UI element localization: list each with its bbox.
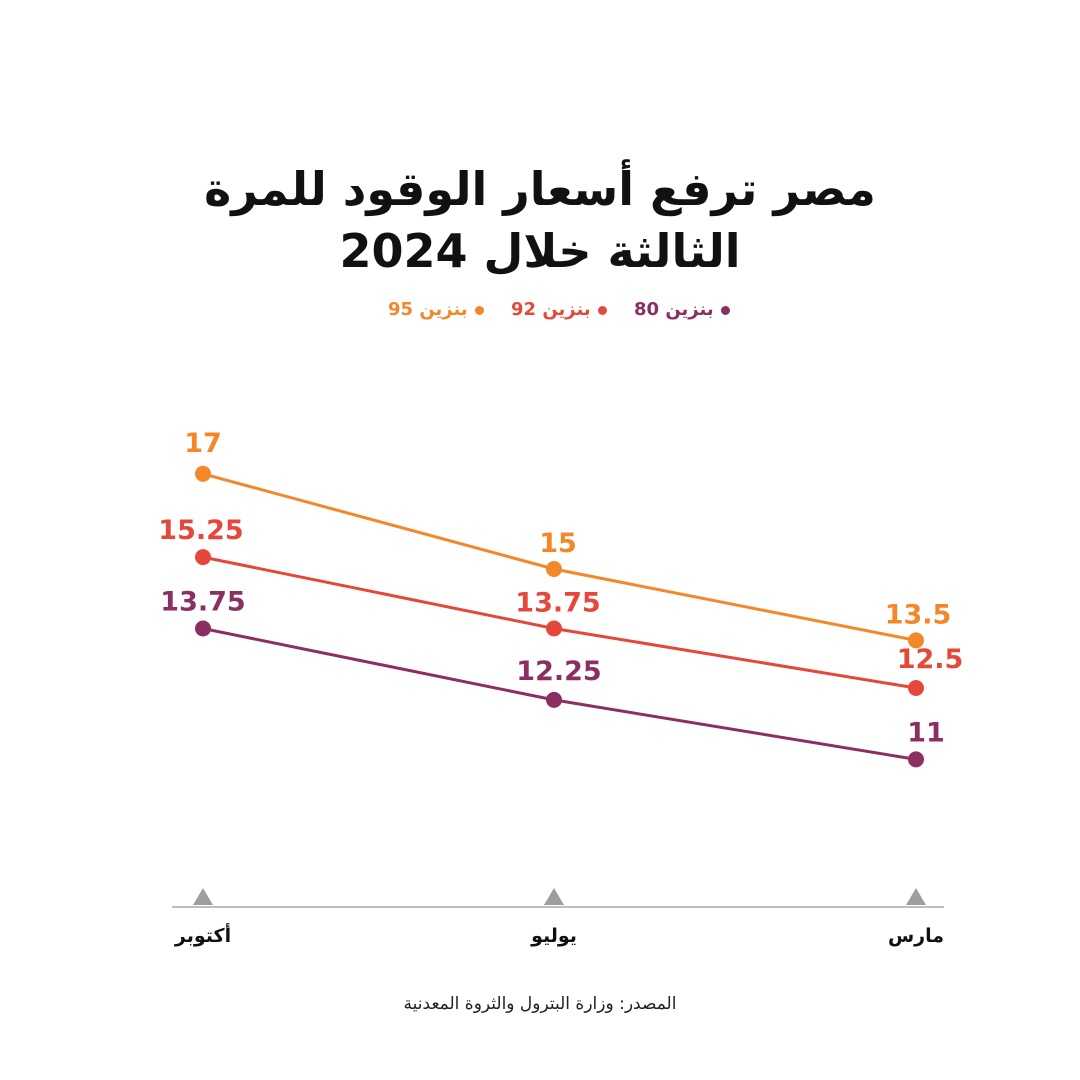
data-label-gas92: 12.5 — [897, 644, 964, 675]
data-point-gas92 — [546, 620, 562, 637]
data-label-gas95: 13.5 — [885, 599, 952, 630]
data-label-gas95: 15 — [539, 528, 577, 559]
legend: بنزين 95 بنزين 92 بنزين 80 — [0, 296, 1080, 326]
data-label-gas80: 12.25 — [516, 656, 601, 687]
series-line-gas80 — [201, 627, 918, 761]
data-point-gas80 — [546, 691, 562, 708]
legend-item-gas95: بنزين 95 — [388, 296, 484, 324]
legend-item-gas80: بنزين 80 — [634, 296, 730, 324]
chart-title-line-2: الثالثة خلال 2024 — [339, 224, 741, 278]
chart-title: مصر ترفع أسعار الوقود للمرة الثالثة خلال… — [0, 158, 1080, 282]
legend-dot-gas95 — [474, 305, 484, 315]
data-label-gas92: 13.75 — [515, 588, 600, 619]
data-label-gas95: 17 — [184, 428, 222, 459]
data-point-gas95 — [195, 465, 211, 482]
legend-label-gas95: بنزين 95 — [388, 299, 468, 320]
x-tick-label: أكتوبر — [174, 923, 231, 947]
chart-title-line-1: مصر ترفع أسعار الوقود للمرة — [204, 162, 876, 216]
source-note: المصدر: وزارة البترول والثروة المعدنية — [403, 994, 677, 1014]
x-tick-marker — [544, 888, 564, 905]
legend-label-gas80: بنزين 80 — [634, 299, 714, 320]
data-point-gas95 — [546, 561, 562, 577]
legend-dot-gas80 — [720, 305, 730, 315]
legend-label-gas92: بنزين 92 — [511, 299, 591, 320]
legend-item-gas92: بنزين 92 — [511, 296, 607, 324]
data-label-gas80: 13.75 — [160, 587, 245, 618]
data-point-gas80 — [908, 751, 924, 768]
data-label-gas92: 15.25 — [158, 515, 243, 546]
legend-dot-gas92 — [597, 305, 607, 315]
data-point-gas92 — [908, 680, 924, 696]
x-tick-marker — [906, 888, 926, 905]
x-tick-label: مارس — [888, 925, 944, 947]
data-point-gas95 — [908, 632, 924, 649]
x-tick-marker — [193, 888, 213, 905]
data-point-gas92 — [195, 549, 211, 566]
x-tick-label: يوليو — [530, 925, 577, 947]
data-point-gas80 — [195, 620, 211, 637]
data-label-gas80: 11 — [907, 717, 945, 748]
